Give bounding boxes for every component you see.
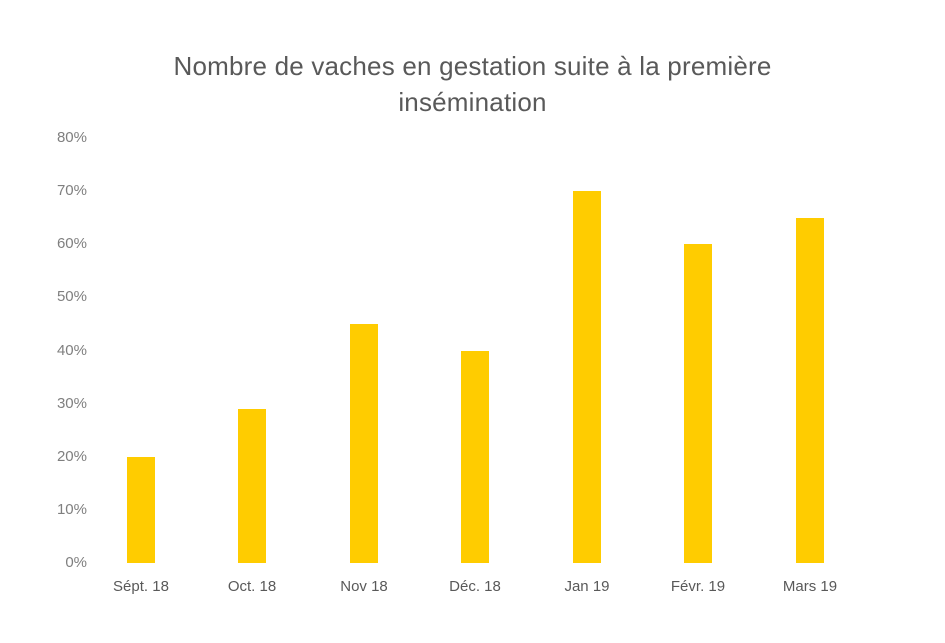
y-tick-label: 30%: [56, 394, 87, 412]
x-tick-label: Nov 18: [340, 578, 388, 595]
y-tick-label: 0%: [65, 554, 87, 571]
y-tick-label: 20%: [56, 447, 87, 465]
bar: [573, 191, 601, 563]
x-tick-label: Sépt. 18: [113, 578, 169, 595]
chart-title-line-1: Nombre de vaches en gestation suite à la…: [173, 51, 772, 81]
bar: [684, 244, 712, 563]
x-tick-label: Oct. 18: [227, 578, 277, 595]
y-tick-label: 60%: [56, 235, 87, 253]
y-tick-label: 50%: [56, 288, 87, 306]
y-tick-label: 40%: [56, 341, 87, 359]
bar: [238, 408, 266, 563]
x-tick-label: Déc. 18: [449, 578, 501, 595]
bar: [461, 350, 489, 563]
y-tick-label: 70%: [56, 182, 87, 200]
chart-title: Nombre de vaches en gestation suite à la…: [100, 48, 845, 120]
bar: [796, 217, 824, 563]
bar: [127, 456, 155, 563]
chart-title-line-2: insémination: [398, 87, 547, 117]
x-tick-label: Mars 19: [782, 578, 838, 595]
x-tick-label: Jan 19: [564, 578, 610, 595]
bar: [350, 323, 378, 563]
y-tick-label: 10%: [56, 500, 87, 518]
x-tick-label: Févr. 19: [670, 578, 726, 595]
y-tick-label: 80%: [56, 129, 87, 146]
